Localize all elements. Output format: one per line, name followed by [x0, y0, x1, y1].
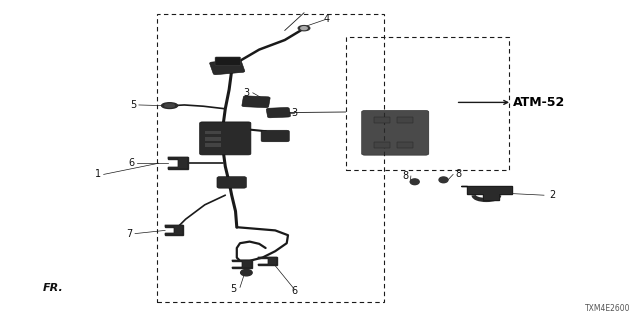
- Text: 6: 6: [291, 285, 298, 296]
- Ellipse shape: [165, 104, 175, 107]
- Polygon shape: [258, 257, 277, 265]
- Bar: [374, 117, 390, 123]
- FancyBboxPatch shape: [242, 96, 270, 108]
- Ellipse shape: [298, 26, 310, 31]
- FancyBboxPatch shape: [200, 122, 251, 155]
- Ellipse shape: [162, 103, 178, 108]
- Text: 3: 3: [243, 88, 250, 98]
- FancyBboxPatch shape: [362, 110, 429, 155]
- Polygon shape: [232, 260, 252, 268]
- Text: 8: 8: [402, 171, 408, 181]
- FancyBboxPatch shape: [217, 177, 246, 188]
- FancyBboxPatch shape: [209, 60, 245, 75]
- Ellipse shape: [439, 177, 448, 183]
- Text: 4: 4: [323, 14, 330, 24]
- Bar: [397, 117, 413, 123]
- Text: 5: 5: [130, 100, 136, 110]
- FancyBboxPatch shape: [266, 108, 291, 118]
- Text: 6: 6: [128, 158, 134, 168]
- Ellipse shape: [301, 27, 307, 30]
- Polygon shape: [165, 225, 183, 235]
- Bar: [205, 137, 221, 141]
- FancyBboxPatch shape: [215, 57, 241, 65]
- Text: 3: 3: [291, 108, 298, 118]
- FancyBboxPatch shape: [261, 130, 289, 142]
- Bar: [205, 131, 221, 134]
- Bar: [157, 14, 384, 302]
- Bar: [205, 143, 221, 147]
- Text: 5: 5: [230, 284, 237, 294]
- Ellipse shape: [241, 269, 252, 276]
- Text: 8: 8: [456, 169, 462, 180]
- Text: 1: 1: [95, 169, 101, 180]
- Bar: [374, 142, 390, 148]
- Text: FR.: FR.: [43, 283, 63, 293]
- Bar: [346, 37, 509, 170]
- Polygon shape: [461, 186, 512, 200]
- Text: ATM-52: ATM-52: [513, 96, 566, 109]
- Text: 2: 2: [549, 190, 556, 200]
- Bar: [397, 142, 413, 148]
- Polygon shape: [168, 157, 188, 169]
- Text: 7: 7: [126, 229, 132, 239]
- Ellipse shape: [410, 179, 419, 185]
- Text: TXM4E2600: TXM4E2600: [585, 304, 630, 313]
